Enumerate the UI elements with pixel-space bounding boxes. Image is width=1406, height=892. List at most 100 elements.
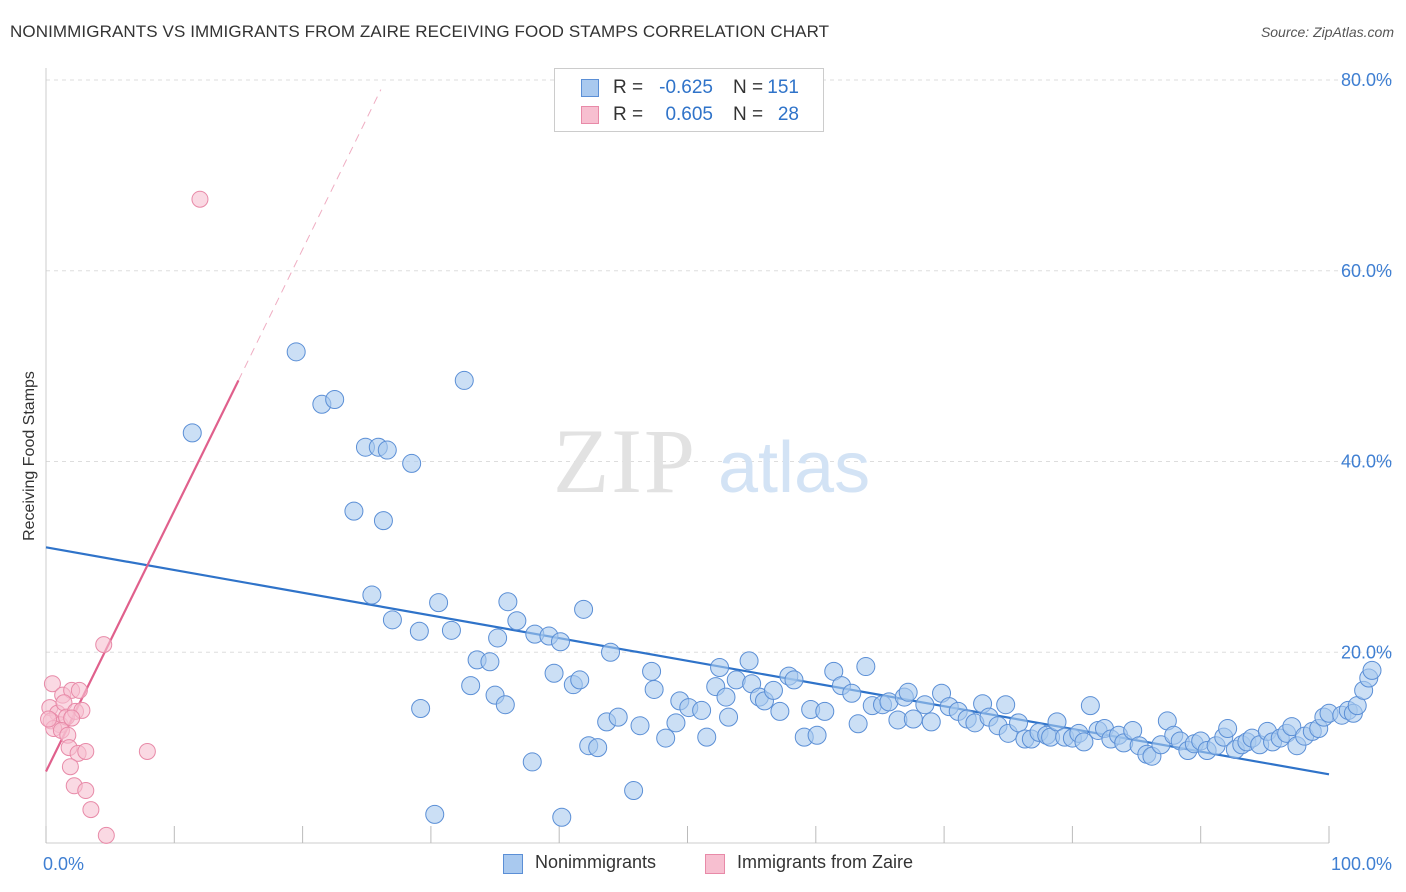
zaire-point (77, 742, 95, 760)
zaire-point (77, 782, 95, 800)
nonimmigrant-point (402, 453, 422, 473)
watermark-atlas: atlas (718, 428, 870, 508)
bottom-legend-swatch-pink (705, 854, 725, 874)
nonimmigrant-point (848, 714, 868, 734)
nonimmigrant-point (550, 632, 570, 652)
y-axis-label: Receiving Food Stamps (21, 371, 38, 541)
nonimmigrant-point (608, 707, 628, 727)
x-tick-label: 100.0% (1331, 854, 1392, 874)
watermark: ZIP atlas (553, 410, 870, 512)
nonimmigrant-point (1080, 696, 1100, 716)
gridlines (46, 79, 1392, 653)
nonimmigrant-point (182, 423, 202, 443)
zaire-point (82, 801, 100, 819)
nonimmigrant-point (1362, 660, 1382, 680)
series-immigrants-from-zaire (40, 190, 209, 844)
nonimmigrant-point (588, 738, 608, 758)
y-tick-label: 80.0% (1341, 70, 1392, 90)
tick-labels: 20.0% 40.0% 60.0% 80.0% 0.0% 100.0% (43, 70, 1392, 874)
nonimmigrant-point (325, 390, 345, 410)
nonimmigrant-point (716, 687, 736, 707)
nonimmigrant-point (498, 592, 518, 612)
zaire-point (61, 758, 79, 776)
nonimmigrant-point (763, 680, 783, 700)
zaire-point (43, 675, 61, 693)
nonimmigrant-point (921, 712, 941, 732)
nonimmigrant-point (480, 652, 500, 672)
legend-swatch-pink (581, 106, 599, 124)
nonimmigrant-point (842, 683, 862, 703)
zaire-point (63, 709, 81, 727)
legend-n-value: 151 (767, 77, 799, 98)
zaire-point (138, 742, 156, 760)
nonimmigrant-point (692, 700, 712, 720)
nonimmigrant-point (1009, 713, 1029, 733)
legend-row-nonimmigrants: R = -0.625 N = 151 (555, 75, 823, 101)
nonimmigrant-point (601, 642, 621, 662)
nonimmigrant-point (996, 695, 1016, 715)
x-tick-label: 0.0% (43, 854, 84, 874)
y-tick-label: 60.0% (1341, 261, 1392, 281)
nonimmigrant-point (377, 440, 397, 460)
nonimmigrant-point (429, 593, 449, 613)
nonimmigrant-point (1151, 735, 1171, 755)
nonimmigrant-point (1218, 719, 1238, 739)
nonimmigrant-point (710, 658, 730, 678)
bottom-legend-label: Immigrants from Zaire (737, 852, 914, 872)
nonimmigrant-point (344, 501, 364, 521)
nonimmigrant-point (784, 670, 804, 690)
stats-legend: R = -0.625 N = 151 R = 0.605 N = 28 (554, 68, 824, 132)
nonimmigrant-point (815, 701, 835, 721)
zaire-point (40, 710, 58, 728)
nonimmigrant-point (903, 709, 923, 729)
zaire-point (95, 636, 113, 654)
nonimmigrant-point (719, 707, 739, 727)
nonimmigrant-point (382, 610, 402, 630)
legend-n-value: 28 (777, 104, 799, 125)
legend-r-label: R = (613, 77, 644, 98)
y-tick-label: 20.0% (1341, 642, 1392, 662)
nonimmigrant-point (1074, 732, 1094, 752)
nonimmigrant-point (286, 342, 306, 362)
nonimmigrant-point (739, 651, 759, 671)
nonimmigrant-point (697, 727, 717, 747)
chart-source: Source: ZipAtlas.com (1260, 24, 1394, 40)
legend-r-value: 0.605 (665, 104, 713, 125)
nonimmigrant-point (856, 657, 876, 677)
nonimmigrant-point (441, 620, 461, 640)
bottom-legend-swatch-blue (503, 854, 523, 874)
nonimmigrant-point (574, 599, 594, 619)
nonimmigrant-point (488, 628, 508, 648)
nonimmigrant-point (770, 701, 790, 721)
trend-line-zaire-extension (238, 89, 382, 381)
nonimmigrant-point (461, 676, 481, 696)
legend-n-label: N = (733, 104, 764, 125)
nonimmigrant-point (373, 511, 393, 531)
nonimmigrant-point (807, 725, 827, 745)
legend-r-value: -0.625 (659, 77, 713, 98)
zaire-point (97, 826, 115, 844)
nonimmigrant-point (570, 670, 590, 690)
nonimmigrant-point (409, 621, 429, 641)
nonimmigrant-point (425, 804, 445, 824)
legend-row-zaire: R = 0.605 N = 28 (555, 102, 823, 128)
legend-r-label: R = (613, 104, 644, 125)
y-tick-label: 40.0% (1341, 452, 1392, 472)
nonimmigrant-point (552, 807, 572, 827)
nonimmigrant-point (642, 661, 662, 681)
watermark-zip: ZIP (553, 410, 697, 512)
nonimmigrant-point (1047, 712, 1067, 732)
legend-swatch-blue (581, 79, 599, 97)
nonimmigrant-point (544, 663, 564, 683)
nonimmigrant-point (644, 679, 664, 699)
nonimmigrant-point (656, 728, 676, 748)
nonimmigrant-point (495, 695, 515, 715)
nonimmigrant-point (624, 781, 644, 801)
nonimmigrant-point (898, 682, 918, 702)
nonimmigrant-point (1282, 717, 1302, 737)
chart-title: NONIMMIGRANTS VS IMMIGRANTS FROM ZAIRE R… (10, 22, 830, 41)
zaire-point (70, 681, 88, 699)
nonimmigrant-point (454, 370, 474, 390)
nonimmigrant-point (915, 695, 935, 715)
zaire-point (191, 190, 209, 208)
